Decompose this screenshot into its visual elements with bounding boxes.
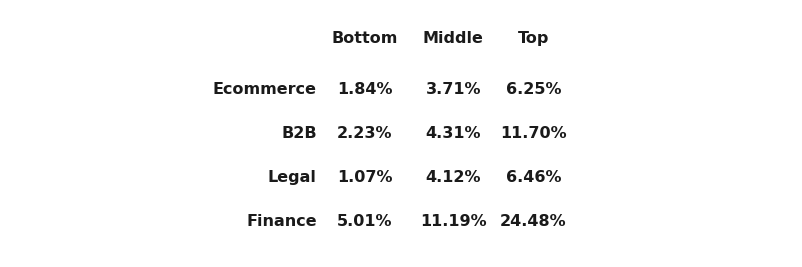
Text: 6.25%: 6.25% (505, 82, 561, 97)
Text: 5.01%: 5.01% (337, 214, 393, 229)
Text: Ecommerce: Ecommerce (213, 82, 317, 97)
Text: Bottom: Bottom (332, 31, 398, 46)
Text: 4.31%: 4.31% (425, 126, 481, 141)
Text: 2.23%: 2.23% (337, 126, 393, 141)
Text: 4.12%: 4.12% (425, 170, 481, 185)
Text: 1.84%: 1.84% (337, 82, 393, 97)
Text: Top: Top (517, 31, 549, 46)
Text: 11.70%: 11.70% (500, 126, 567, 141)
Text: Middle: Middle (423, 31, 484, 46)
Text: Legal: Legal (268, 170, 317, 185)
Text: 1.07%: 1.07% (337, 170, 393, 185)
Text: 3.71%: 3.71% (425, 82, 481, 97)
Text: B2B: B2B (282, 126, 317, 141)
Text: 24.48%: 24.48% (500, 214, 567, 229)
Text: Finance: Finance (246, 214, 317, 229)
Text: 6.46%: 6.46% (505, 170, 561, 185)
Text: 11.19%: 11.19% (419, 214, 487, 229)
